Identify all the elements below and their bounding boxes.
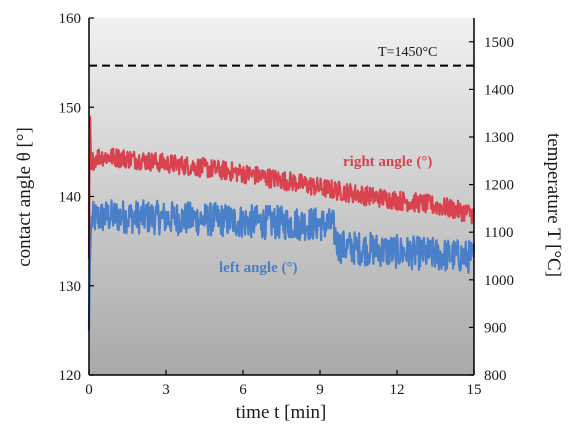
tick-layer: 0 3 6 9 12 15 120 130 140 150 160 800 900 1000 1100 120… [59, 11, 515, 398]
right-y-axis-title: temperature T [°C] [543, 133, 564, 277]
left-y-axis-title: contact angle θ [°] [14, 127, 35, 267]
right-y-tick-label: 800 [484, 368, 507, 384]
x-tick-label: 9 [316, 382, 324, 398]
right-y-tick-label: 1300 [484, 130, 514, 146]
left-y-tick-label: 140 [59, 190, 82, 206]
right-y-tick-label: 1500 [484, 35, 514, 51]
left-y-tick-label: 150 [59, 100, 82, 116]
left-angle-label: left angle (°) [219, 260, 297, 276]
plot-area [89, 18, 474, 375]
right-y-tick-label: 900 [484, 320, 507, 336]
right-y-tick-label: 1100 [484, 225, 513, 241]
left-y-tick-label: 160 [59, 11, 82, 27]
x-tick-label: 12 [390, 382, 405, 398]
x-tick-label: 6 [239, 382, 247, 398]
right-angle-label: right angle (°) [343, 154, 432, 170]
temperature-annotation: T=1450°C [378, 45, 437, 60]
left-y-tick-label: 120 [59, 368, 82, 384]
right-angle-series [87, 115, 476, 260]
right-y-tick-label: 1400 [484, 82, 514, 98]
x-axis-title: time t [min] [236, 402, 327, 423]
right-y-tick-label: 1200 [484, 178, 514, 194]
x-tick-label: 0 [85, 382, 93, 398]
left-angle-series [87, 199, 476, 331]
right-y-tick-label: 1000 [484, 273, 514, 289]
left-y-tick-label: 130 [59, 279, 82, 295]
x-tick-label: 15 [467, 382, 482, 398]
x-tick-label: 3 [162, 382, 170, 398]
series-layer [87, 64, 476, 331]
